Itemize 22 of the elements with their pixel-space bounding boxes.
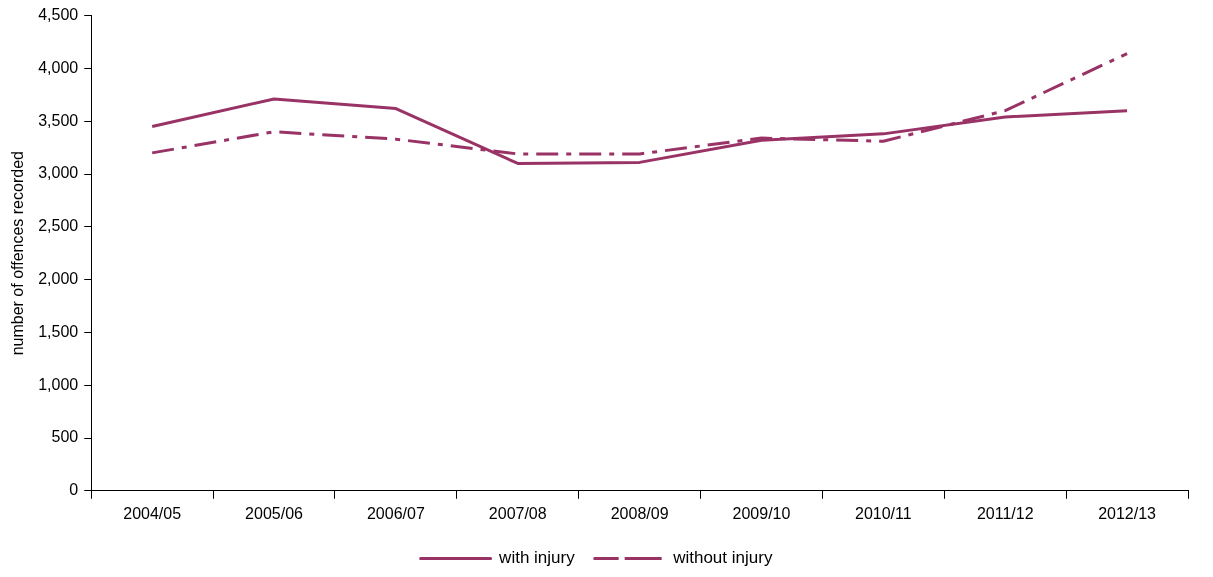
y-tick-label: 500: [51, 428, 79, 446]
x-tick-label: 2012/13: [1098, 504, 1157, 522]
y-axis-title: number of offences recorded: [9, 151, 27, 356]
y-tick-label: 1,500: [38, 322, 79, 340]
y-tick-label: 2,500: [38, 217, 79, 235]
y-tick-label: 4,000: [38, 58, 79, 76]
x-tick-label: 2004/05: [123, 504, 182, 522]
legend-label: without injury: [672, 548, 773, 568]
y-tick-label: 3,500: [38, 111, 79, 129]
x-tick-label: 2006/07: [366, 504, 425, 522]
y-tick-label: 3,000: [38, 164, 79, 182]
y-tick-label: 2,000: [38, 270, 79, 288]
y-tick-label: 1,000: [38, 375, 79, 393]
x-tick-label: 2010/11: [855, 504, 912, 522]
x-tick-label: 2009/10: [732, 504, 791, 522]
y-tick-label: 0: [69, 481, 79, 499]
x-tick-label: 2005/06: [245, 504, 304, 522]
x-tick-label: 2011/12: [976, 504, 1034, 522]
x-tick-label: 2008/09: [610, 504, 669, 522]
x-tick-label: 2007/08: [488, 504, 547, 522]
legend-label: with injury: [498, 548, 576, 568]
y-tick-label: 4,500: [38, 6, 79, 24]
